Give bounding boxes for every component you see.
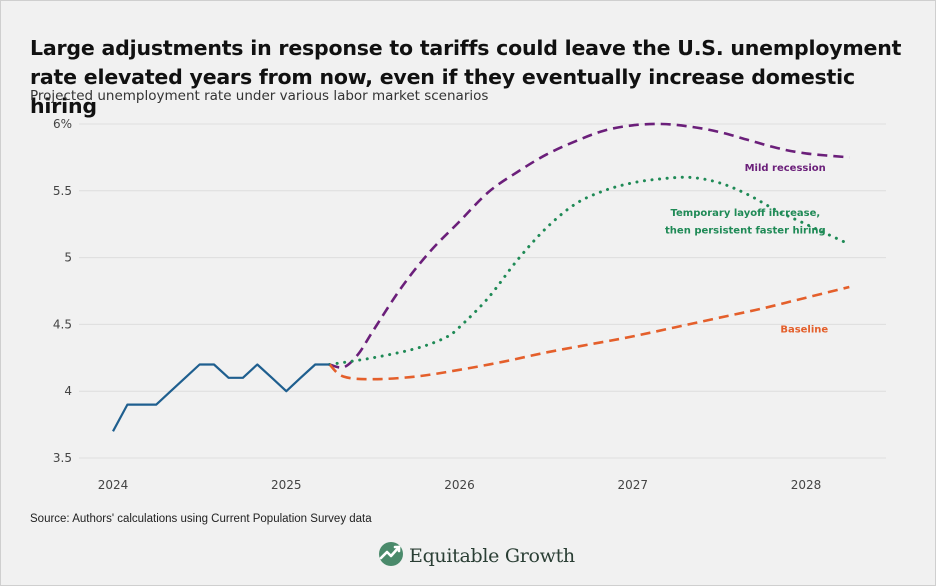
series-lines xyxy=(112,122,851,432)
x-tick-label: 2025 xyxy=(271,478,302,492)
y-axis-ticks: 3.5 4 4.5 5 5.5 6% xyxy=(53,117,72,465)
chart-subtitle: Projected unemployment rate under variou… xyxy=(30,88,489,104)
x-tick-label: 2024 xyxy=(98,478,129,492)
brand-name: Equitable Growth xyxy=(409,545,575,567)
series-annotation: then persistent faster hiring xyxy=(665,226,826,237)
y-tick-label: 5.5 xyxy=(53,184,72,198)
series-annotations: Mild recession Temporary layoff increase,… xyxy=(665,163,828,336)
series-annotation: Mild recession xyxy=(745,163,826,174)
series-line-mild-recession xyxy=(329,122,850,369)
y-tick-label: 6% xyxy=(53,117,72,131)
series-line-baseline xyxy=(328,285,850,381)
y-tick-label: 4.5 xyxy=(53,317,72,331)
brand-logo: Equitable Growth xyxy=(378,540,575,572)
source-note: Source: Authors' calculations using Curr… xyxy=(30,513,372,525)
x-tick-label: 2028 xyxy=(791,478,822,492)
series-line-temporary-layoff-increase-then-persistent-faster-hiring xyxy=(328,175,851,366)
x-tick-label: 2027 xyxy=(617,478,648,492)
x-axis-ticks: 2024 2025 2026 2027 2028 xyxy=(98,478,822,492)
series-annotation: Temporary layoff increase, xyxy=(671,208,821,219)
x-tick-label: 2026 xyxy=(444,478,475,492)
series-line-historical xyxy=(112,363,330,432)
equitable-growth-logo-icon xyxy=(378,541,404,572)
chart-title: Large adjustments in response to tariffs… xyxy=(30,36,902,118)
y-tick-label: 4 xyxy=(64,384,72,398)
series-annotation: Baseline xyxy=(780,324,828,335)
y-tick-label: 3.5 xyxy=(53,451,72,465)
y-tick-label: 5 xyxy=(64,251,72,265)
gridlines xyxy=(79,123,886,459)
